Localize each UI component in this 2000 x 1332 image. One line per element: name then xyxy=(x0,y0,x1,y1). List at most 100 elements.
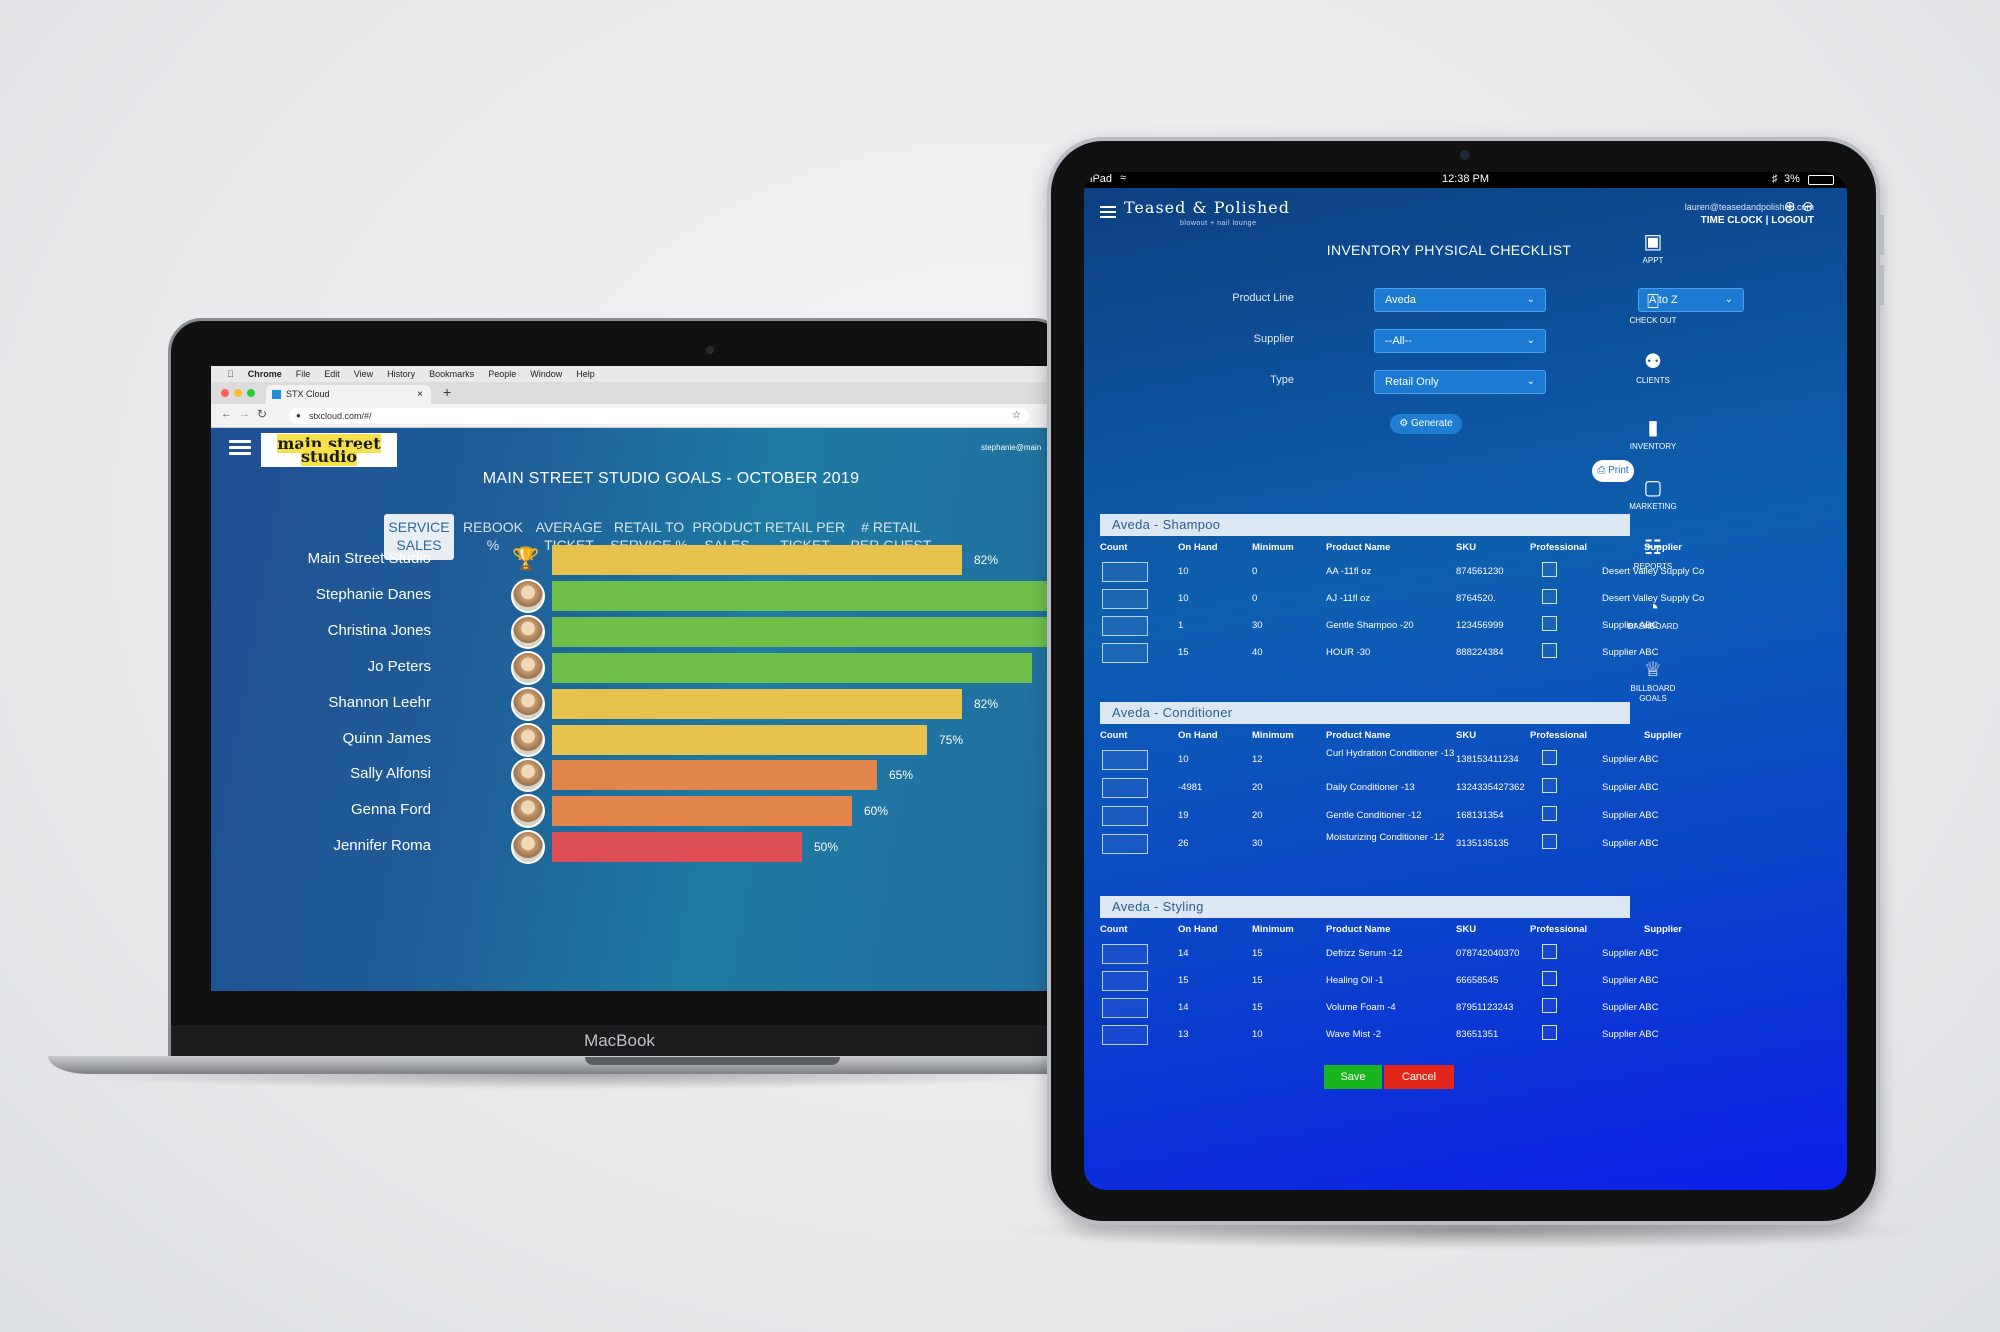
professional-checkbox[interactable] xyxy=(1542,834,1557,849)
account-links: TIME CLOCK | LOGOUT xyxy=(1700,215,1814,226)
count-input[interactable] xyxy=(1102,750,1148,770)
tab-rebook[interactable]: REBOOK% xyxy=(463,519,523,553)
user-email: stephanie@main xyxy=(981,443,1042,452)
print-button[interactable]: ⎙ Print xyxy=(1592,460,1634,482)
star-icon[interactable]: ☆ xyxy=(1012,410,1021,421)
menu-icon[interactable] xyxy=(229,440,251,456)
menu-icon[interactable] xyxy=(1100,206,1116,220)
sku-value: 168131354 xyxy=(1456,810,1504,821)
professional-checkbox[interactable] xyxy=(1542,944,1557,959)
sidebar-item-inventory[interactable]: ▮ INVENTORY xyxy=(1624,416,1682,452)
trophy-icon: 🏆 xyxy=(512,546,540,571)
page-title: MAIN STREET STUDIO GOALS - OCTOBER 2019 xyxy=(482,470,860,487)
professional-checkbox[interactable] xyxy=(1542,971,1557,986)
tab-service-sales[interactable]: SERVICE SALES xyxy=(384,514,454,560)
supplier-select[interactable]: --All-- ⌄ xyxy=(1374,329,1546,353)
menu-people[interactable]: People xyxy=(481,369,516,379)
product-name: Daily Conditioner -13 xyxy=(1326,782,1415,793)
professional-checkbox[interactable] xyxy=(1542,998,1557,1013)
back-icon[interactable]: ← xyxy=(221,408,232,420)
type-select[interactable]: Retail Only ⌄ xyxy=(1374,370,1546,394)
new-tab-icon[interactable]: + xyxy=(443,384,452,400)
product-line-select[interactable]: Aveda ⌄ xyxy=(1374,288,1546,312)
menu-help[interactable]: Help xyxy=(569,369,595,379)
bar xyxy=(552,688,962,719)
sidebar-item-dashboard[interactable]: ◔ DASHBOARD xyxy=(1624,596,1682,632)
sidebar-item-reports[interactable]: ☷ REPORTS xyxy=(1624,536,1682,572)
count-input[interactable] xyxy=(1102,643,1148,663)
menu-window[interactable]: Window xyxy=(523,369,562,379)
professional-checkbox[interactable] xyxy=(1542,778,1557,793)
product-name: Gentle Shampoo -20 xyxy=(1326,620,1414,631)
count-input[interactable] xyxy=(1102,1025,1148,1045)
minimum-value: 0 xyxy=(1252,566,1258,577)
sidebar-item-clients[interactable]: ⚉ CLIENTS xyxy=(1624,350,1682,386)
sort-select[interactable]: A to Z ⌄ xyxy=(1638,288,1744,312)
professional-checkbox[interactable] xyxy=(1542,1025,1557,1040)
macbook-notch xyxy=(585,1057,840,1065)
front-camera xyxy=(1460,150,1470,160)
zoom-window-icon[interactable] xyxy=(247,389,255,397)
zoom-in-icon[interactable]: ⊕ xyxy=(1784,198,1796,214)
professional-checkbox[interactable] xyxy=(1542,643,1557,658)
sidebar-item-marketing[interactable]: ▢ MARKETING xyxy=(1624,476,1682,512)
menu-edit[interactable]: Edit xyxy=(317,369,340,379)
product-name: HOUR -30 xyxy=(1326,647,1371,658)
minimize-window-icon[interactable] xyxy=(234,389,242,397)
count-input[interactable] xyxy=(1102,834,1148,854)
count-input[interactable] xyxy=(1102,806,1148,826)
bar-value-label: 50% xyxy=(814,840,839,855)
reload-icon[interactable]: ↻ xyxy=(257,407,268,421)
sku-value: 874561230 xyxy=(1456,566,1504,577)
forward-icon[interactable]: → xyxy=(239,408,250,420)
generate-button[interactable]: ⚙ Generate xyxy=(1390,414,1462,434)
menu-file[interactable]: File xyxy=(289,369,311,379)
supplier-name: Supplier ABC xyxy=(1602,782,1659,793)
supplier-name: Supplier ABC xyxy=(1602,838,1659,849)
bar xyxy=(552,545,962,575)
count-input[interactable] xyxy=(1102,562,1148,582)
on-hand-value: 19 xyxy=(1178,810,1189,821)
count-input[interactable] xyxy=(1102,944,1148,964)
volume-up-button xyxy=(1880,215,1884,255)
save-button[interactable]: Save xyxy=(1324,1065,1382,1089)
professional-checkbox[interactable] xyxy=(1542,589,1557,604)
professional-checkbox[interactable] xyxy=(1542,806,1557,821)
menu-history[interactable]: History xyxy=(380,369,415,379)
zoom-out-icon[interactable]: ⊖ xyxy=(1802,198,1814,214)
on-hand-value: 10 xyxy=(1178,566,1189,577)
professional-checkbox[interactable] xyxy=(1542,616,1557,631)
avatar xyxy=(511,686,545,721)
on-hand-value: -4981 xyxy=(1178,782,1203,793)
tab-title: STX Cloud xyxy=(286,389,330,399)
sidebar-item-check-out[interactable]: ⎕ CHECK OUT xyxy=(1624,290,1682,326)
professional-checkbox[interactable] xyxy=(1542,562,1557,577)
sidebar-item-appt[interactable]: ▣ APPT xyxy=(1624,230,1682,266)
sidebar-item-label: REPORTS xyxy=(1633,562,1673,571)
sidebar-item-billboard-goals[interactable]: ♕ BILLBOARD GOALS xyxy=(1624,658,1682,704)
col-count: Count xyxy=(1100,730,1128,741)
count-input[interactable] xyxy=(1102,589,1148,609)
count-input[interactable] xyxy=(1102,778,1148,798)
count-input[interactable] xyxy=(1102,616,1148,636)
cancel-button[interactable]: Cancel xyxy=(1384,1065,1454,1089)
url-input[interactable]: ● stxcloud.com/#/ ☆ xyxy=(289,408,1029,424)
col-sku: SKU xyxy=(1456,542,1477,553)
time-clock-link[interactable]: TIME CLOCK xyxy=(1700,215,1763,226)
apple-icon[interactable]:  xyxy=(227,369,234,379)
close-window-icon[interactable] xyxy=(221,389,229,397)
close-tab-icon[interactable]: × xyxy=(417,389,423,400)
menu-chrome[interactable]: Chrome xyxy=(241,369,282,379)
logout-link[interactable]: LOGOUT xyxy=(1771,215,1814,226)
col-product-name: Product Name xyxy=(1326,924,1391,935)
count-input[interactable] xyxy=(1102,971,1148,991)
professional-checkbox[interactable] xyxy=(1542,750,1557,765)
product-name: Gentle Conditioner -12 xyxy=(1326,810,1422,821)
menu-bookmarks[interactable]: Bookmarks xyxy=(422,369,474,379)
url-text: stxcloud.com/#/ xyxy=(309,411,372,421)
browser-tab[interactable]: STX Cloud × xyxy=(266,385,431,404)
menu-view[interactable]: View xyxy=(347,369,373,379)
on-hand-value: 14 xyxy=(1178,948,1189,959)
count-input[interactable] xyxy=(1102,998,1148,1018)
bar xyxy=(552,724,927,755)
